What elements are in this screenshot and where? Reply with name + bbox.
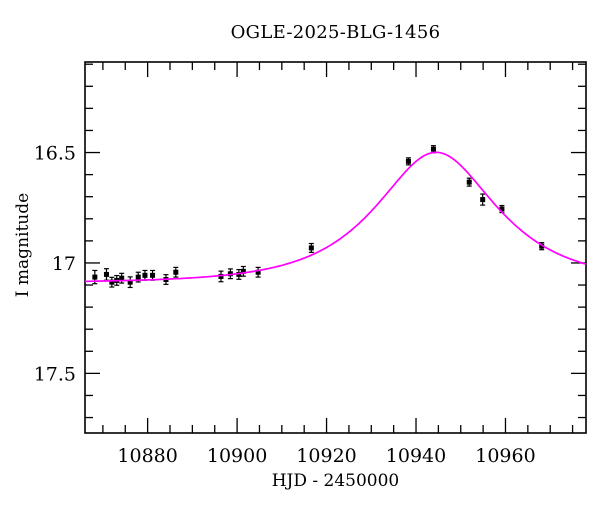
x-tick-label: 10880 [117,445,177,467]
data-point [255,269,261,275]
x-axis-label: HJD - 2450000 [271,471,400,491]
data-point [109,279,115,285]
data-point [92,274,98,280]
data-point [173,269,179,275]
data-point [499,206,505,212]
data-point [308,245,314,251]
data-point [150,272,156,278]
x-tick-label: 10900 [207,445,267,467]
data-point [236,271,242,277]
data-point [119,275,125,281]
data-point [480,197,486,203]
data-point [430,146,436,152]
data-point [240,268,246,274]
x-tick-label: 10920 [296,445,356,467]
data-point [539,243,545,249]
data-point [466,179,472,185]
data-point [142,272,148,278]
chart-title: OGLE-2025-BLG-1456 [230,22,441,43]
y-tick-label: 17.5 [34,363,76,385]
plot-frame [84,61,587,434]
data-point [405,158,411,164]
data-point [218,273,224,279]
data-point [135,274,141,280]
data-point [103,271,109,277]
data-point [127,279,133,285]
x-tick-label: 10960 [475,445,535,467]
model-light-curve [85,151,587,283]
y-tick-label: 16.5 [34,143,76,165]
x-tick-label: 10940 [386,445,446,467]
y-tick-label: 17 [52,253,76,275]
